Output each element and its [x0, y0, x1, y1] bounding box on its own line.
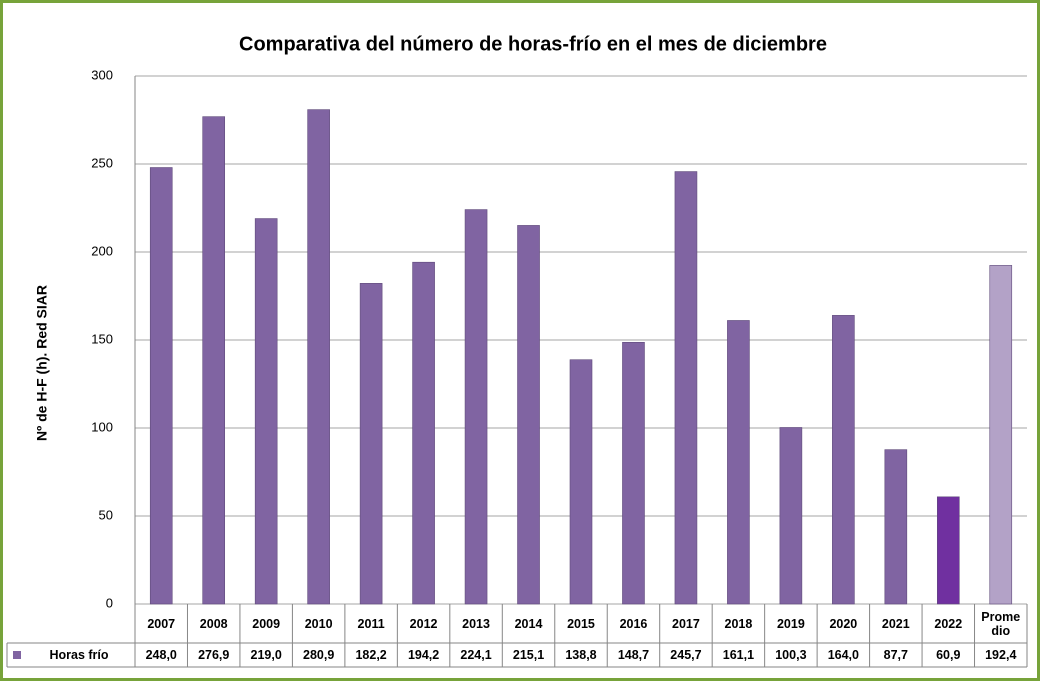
y-tick-label: 0	[106, 595, 113, 610]
x-tick-label: 2007	[147, 616, 176, 631]
y-tick-label: 250	[91, 155, 113, 170]
y-tick-label: 50	[99, 507, 113, 522]
bar	[832, 315, 855, 605]
bar	[307, 109, 330, 605]
x-tick-label: Prome dio	[981, 609, 1021, 638]
bar	[989, 265, 1013, 605]
x-tick-label: 2008	[199, 616, 228, 631]
bar	[359, 283, 383, 605]
data-label: 164,0	[827, 648, 859, 662]
x-tick-label: 2018	[724, 616, 753, 631]
data-label: 138,8	[565, 648, 597, 662]
x-tick-label: 2022	[934, 616, 963, 631]
x-tick-label: 2019	[776, 616, 805, 631]
data-label: 224,1	[460, 648, 492, 662]
y-axis-label: Nº de H-F (h). Red SIAR	[34, 285, 50, 441]
bar	[412, 261, 435, 605]
bar	[779, 427, 803, 605]
x-tick-label: 2011	[357, 616, 385, 631]
x-tick-label: 2010	[304, 616, 333, 631]
data-label: 280,9	[303, 648, 335, 662]
x-tick-label: 2014	[514, 616, 543, 631]
data-label: 276,9	[198, 648, 230, 662]
bar	[569, 359, 593, 605]
data-label: 194,2	[407, 648, 440, 662]
x-tick-label: 2009	[252, 616, 281, 631]
chart: Comparativa del número de horas-frío en …	[6, 33, 1028, 668]
x-tick-label: 2013	[462, 616, 490, 631]
data-label: 87,7	[883, 648, 908, 662]
data-label: 248,0	[145, 648, 177, 662]
data-label: 60,9	[936, 648, 961, 662]
x-tick-label: 2020	[829, 616, 858, 631]
bar	[202, 116, 226, 605]
x-tick-label: 2012	[409, 616, 438, 631]
bar	[517, 225, 540, 605]
chart-title: Comparativa del número de horas-frío en …	[239, 33, 827, 55]
bar	[464, 209, 488, 605]
y-tick-label: 150	[91, 331, 113, 346]
x-tick-label: 2017	[672, 616, 700, 631]
data-label: 245,7	[670, 648, 702, 662]
x-tick-label: 2016	[619, 616, 648, 631]
data-label: 215,1	[512, 648, 545, 662]
bar	[622, 341, 645, 605]
bar	[254, 218, 278, 605]
data-label: 148,7	[617, 648, 650, 662]
bar	[727, 320, 750, 605]
bar	[884, 449, 908, 605]
bar	[149, 167, 173, 605]
x-tick-label: 2015	[567, 616, 595, 631]
data-label: 161,1	[722, 648, 755, 662]
data-label: 100,3	[775, 648, 807, 662]
legend-label: Horas frío	[49, 648, 109, 662]
y-tick-label: 200	[91, 243, 113, 258]
data-label: 182,2	[355, 648, 387, 662]
bar	[674, 171, 698, 605]
y-tick-label: 300	[91, 67, 113, 82]
bar	[936, 496, 960, 605]
y-tick-label: 100	[91, 419, 113, 434]
data-label: 192,4	[985, 648, 1017, 662]
data-label: 219,0	[250, 648, 282, 662]
x-tick-label: 2021	[881, 616, 910, 631]
legend-swatch	[13, 651, 21, 659]
